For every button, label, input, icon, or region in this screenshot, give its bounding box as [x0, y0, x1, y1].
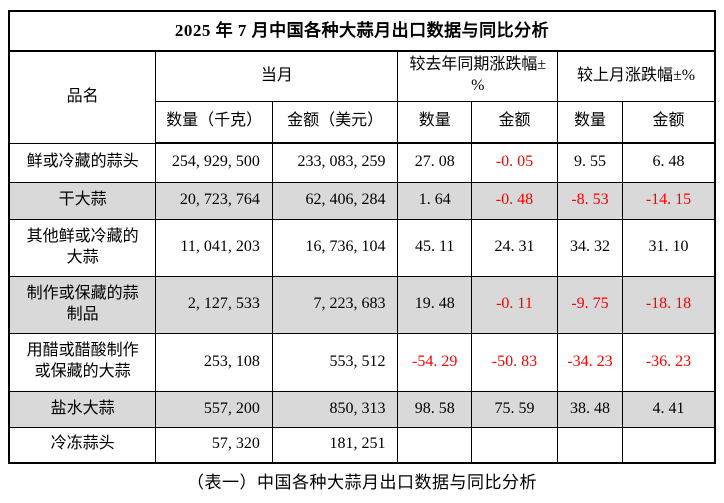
mom-qty-cell: 34. 32: [557, 218, 623, 277]
yoy-amt-cell: -0. 48: [470, 181, 559, 220]
col-header-mom: 较上月涨跌幅±%: [557, 50, 716, 102]
yoy-qty-cell: 27. 08: [397, 142, 472, 183]
yoy-amt-cell: 24. 31: [470, 218, 559, 277]
mom-amt-cell: 4. 41: [621, 390, 716, 428]
qty-kg-cell: 57, 320: [155, 426, 273, 464]
mom-amt-cell: [621, 426, 716, 464]
col-header-mom-amt: 金额: [621, 100, 716, 144]
table-title-row: 2025 年 7 月中国各种大蒜月出口数据与同比分析: [8, 10, 716, 52]
yoy-qty-cell: [397, 426, 472, 464]
qty-kg-cell: 2, 127, 533: [155, 275, 273, 334]
col-header-yoy-qty: 数量: [397, 100, 472, 144]
qty-kg-cell: 11, 041, 203: [155, 218, 273, 277]
product-name-cell: 其他鲜或冷藏的大蒜: [8, 218, 157, 277]
yoy-qty-cell: 19. 48: [397, 275, 472, 334]
col-header-qty-kg: 数量（千克）: [155, 100, 273, 144]
col-header-amt-usd: 金额（美元）: [271, 100, 399, 144]
col-header-mom-qty: 数量: [557, 100, 623, 144]
yoy-amt-cell: -0. 11: [470, 275, 559, 334]
amt-usd-cell: 7, 223, 683: [271, 275, 399, 334]
product-name-cell: 干大蒜: [8, 181, 157, 220]
table-row: 盐水大蒜 557, 200 850, 313 98. 58 75. 59 38. 48 4.…: [8, 390, 716, 428]
mom-qty-cell: -8. 53: [557, 181, 623, 220]
col-header-product: 品名: [8, 50, 157, 144]
table-row: 制作或保藏的蒜制品 2, 127, 533 7, 223, 683 19. 48 -0.…: [8, 275, 716, 334]
product-name-cell: 鲜或冷藏的蒜头: [8, 142, 157, 183]
amt-usd-cell: 553, 512: [271, 332, 399, 392]
table-row: 鲜或冷藏的蒜头 254, 929, 500 233, 083, 259 27. 08-…: [8, 142, 716, 183]
qty-kg-cell: 557, 200: [155, 390, 273, 428]
mom-amt-cell: -36. 23: [621, 332, 716, 392]
amt-usd-cell: 850, 313: [271, 390, 399, 428]
qty-kg-cell: 20, 723, 764: [155, 181, 273, 220]
mom-qty-cell: [557, 426, 623, 464]
garlic-export-table: 2025 年 7 月中国各种大蒜月出口数据与同比分析 品名 当月 较去年同期涨跌…: [8, 10, 716, 464]
amt-usd-cell: 62, 406, 284: [271, 181, 399, 220]
mom-qty-cell: -9. 75: [557, 275, 623, 334]
mom-amt-cell: -18. 18: [621, 275, 716, 334]
table-row: 其他鲜或冷藏的大蒜 11, 041, 203 16, 736, 104 45. 11 2…: [8, 218, 716, 277]
mom-qty-cell: 38. 48: [557, 390, 623, 428]
table-title: 2025 年 7 月中国各种大蒜月出口数据与同比分析: [8, 10, 716, 52]
mom-qty-cell: -34. 23: [557, 332, 623, 392]
product-name-cell: 用醋或醋酸制作或保藏的大蒜: [8, 332, 157, 392]
amt-usd-cell: 16, 736, 104: [271, 218, 399, 277]
col-header-current-month: 当月: [155, 50, 399, 102]
table-row: 干大蒜 20, 723, 764 62, 406, 284 1. 64 -0. 48 -8…: [8, 181, 716, 220]
amt-usd-cell: 233, 083, 259: [271, 142, 399, 183]
yoy-qty-cell: 1. 64: [397, 181, 472, 220]
mom-qty-cell: 9. 55: [557, 142, 623, 183]
qty-kg-cell: 254, 929, 500: [155, 142, 273, 183]
yoy-qty-cell: 45. 11: [397, 218, 472, 277]
yoy-amt-cell: -0. 05: [470, 142, 559, 183]
yoy-amt-cell: -50. 83: [470, 332, 559, 392]
yoy-qty-cell: 98. 58: [397, 390, 472, 428]
header-row-sub: 数量（千克） 金额（美元） 数量 金额 数量 金额: [9, 100, 716, 144]
amt-usd-cell: 181, 251: [271, 426, 399, 464]
product-name-cell: 制作或保藏的蒜制品: [8, 275, 157, 334]
qty-kg-cell: 253, 108: [155, 332, 273, 392]
yoy-qty-cell: -54. 29: [397, 332, 472, 392]
header-row-group: 品名 当月 较去年同期涨跌幅±% 较上月涨跌幅±%: [8, 50, 716, 144]
table-row: 用醋或醋酸制作或保藏的大蒜 253, 108 553, 512 -54. 29 -50.…: [8, 332, 716, 392]
mom-amt-cell: 6. 48: [621, 142, 716, 183]
mom-amt-cell: -14. 15: [621, 181, 716, 220]
yoy-amt-cell: [470, 426, 559, 464]
col-header-yoy: 较去年同期涨跌幅±%: [397, 50, 559, 102]
product-name-cell: 冷冻蒜头: [8, 426, 157, 464]
yoy-amt-cell: 75. 59: [470, 390, 559, 428]
col-header-yoy-amt: 金额: [470, 100, 559, 144]
product-name-cell: 盐水大蒜: [8, 390, 157, 428]
table-body: 鲜或冷藏的蒜头 254, 929, 500 233, 083, 259 27. 08-…: [8, 142, 716, 464]
table-row: 冷冻蒜头 57, 320 181, 251: [8, 426, 716, 464]
mom-amt-cell: 31. 10: [621, 218, 716, 277]
table-caption: （表一）中国各种大蒜月出口数据与同比分析: [187, 473, 537, 492]
